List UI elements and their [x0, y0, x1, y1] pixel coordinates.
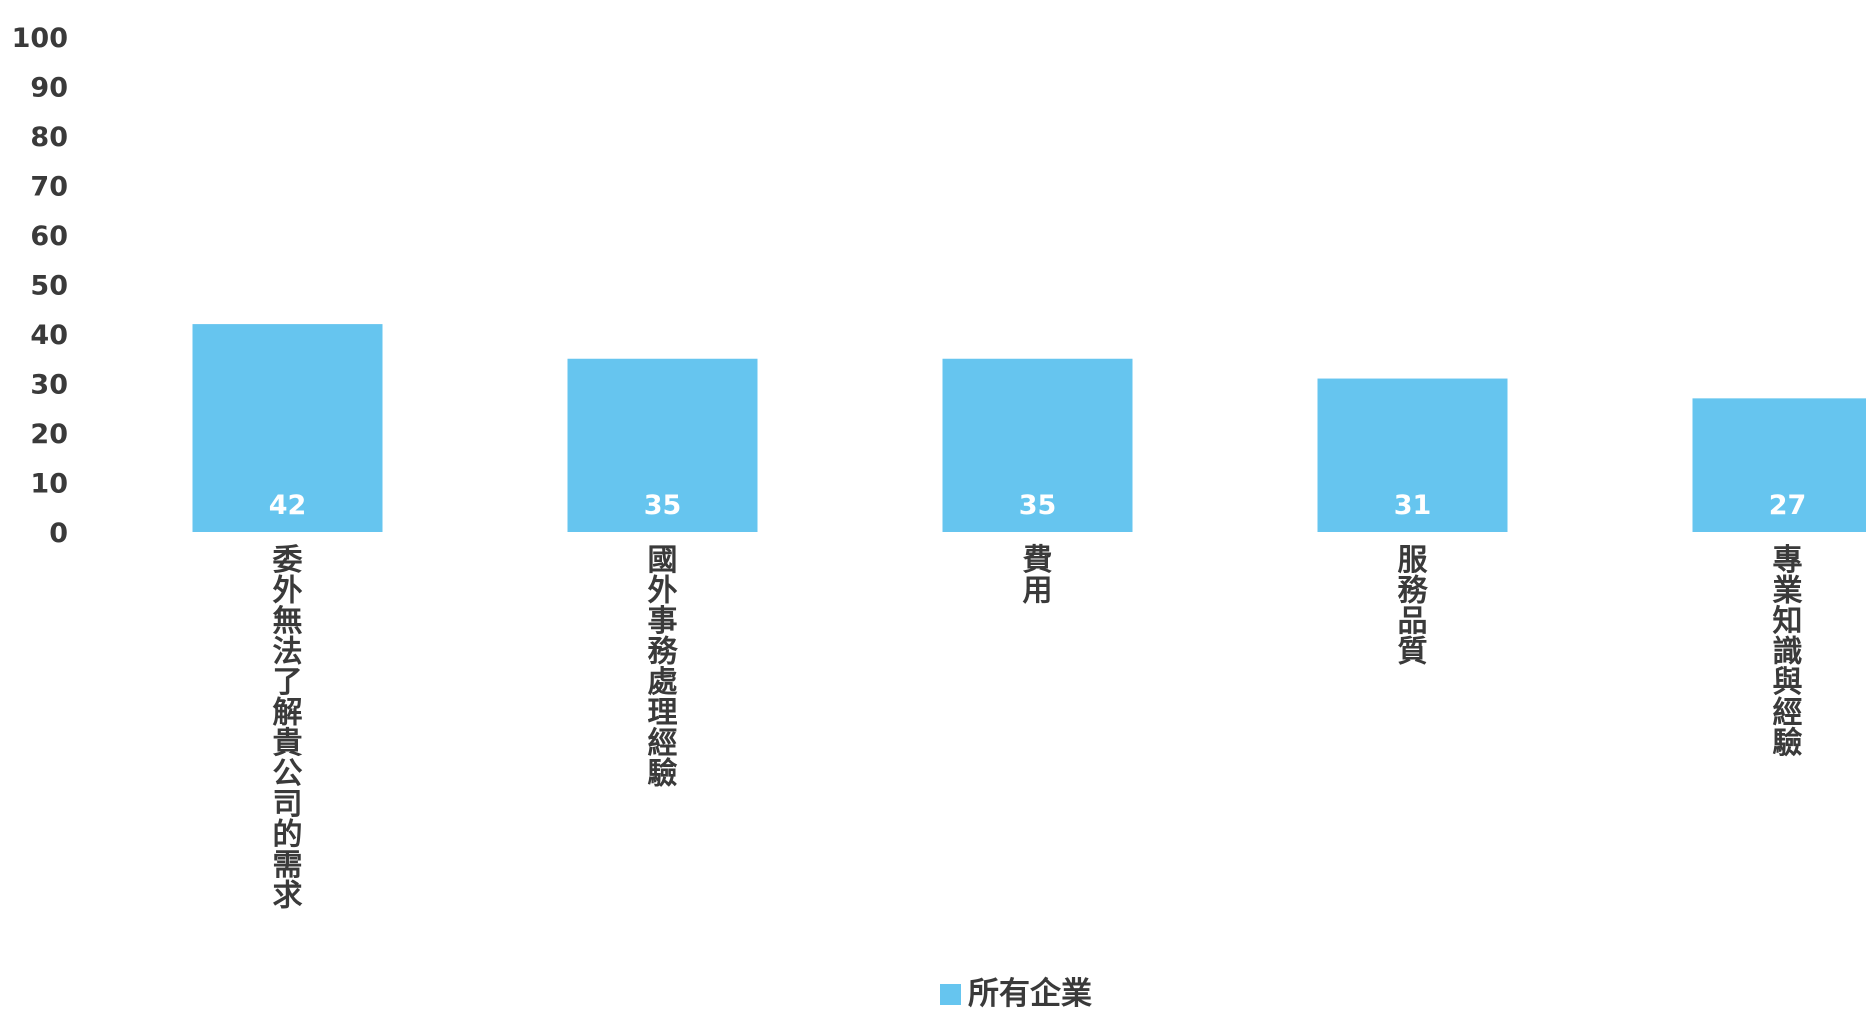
- y-tick-label: 10: [30, 469, 68, 500]
- bar-value-label: 31: [1394, 490, 1432, 521]
- x-category-label: 委外無法了解貴公司的需求: [273, 543, 303, 914]
- data-labels: 42 35 35 31 27: [269, 490, 1807, 521]
- x-category-label: 專業知識與經驗: [1773, 543, 1803, 761]
- bar-value-label: 27: [1769, 490, 1807, 521]
- y-tick-label: 90: [30, 73, 68, 104]
- x-axis-category-labels: 委外無法了解貴公司的需求 國外事務處理經驗 費用 服務品質 專業知識與經驗: [273, 543, 1803, 914]
- legend-label: 所有企業: [968, 976, 1092, 1008]
- y-tick-label: 100: [12, 23, 68, 54]
- legend: 所有企業: [940, 976, 1092, 1008]
- y-tick-label: 0: [49, 518, 68, 549]
- y-tick-label: 20: [30, 419, 68, 450]
- x-category-label: 費用: [1023, 543, 1053, 609]
- y-tick-label: 30: [30, 370, 68, 401]
- bar-value-label: 42: [269, 490, 307, 521]
- y-tick-label: 40: [30, 320, 68, 351]
- y-tick-label: 80: [30, 122, 68, 153]
- y-tick-label: 60: [30, 221, 68, 252]
- legend-swatch: [940, 984, 961, 1005]
- y-tick-label: 50: [30, 271, 68, 302]
- y-tick-label: 70: [30, 172, 68, 203]
- x-category-label: 國外事務處理經驗: [648, 543, 679, 792]
- y-axis: 0 10 20 30 40 50 60 70 80 90 100: [12, 23, 68, 549]
- x-category-label: 服務品質: [1398, 543, 1429, 670]
- bar-value-label: 35: [1019, 490, 1057, 521]
- bar-value-label: 35: [644, 490, 682, 521]
